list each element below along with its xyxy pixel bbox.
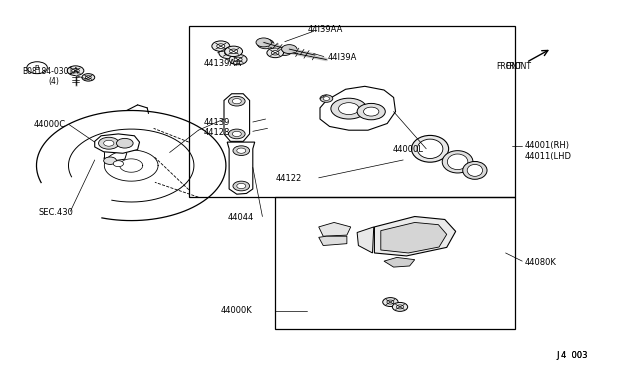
Circle shape: [229, 54, 247, 65]
Circle shape: [217, 44, 225, 48]
Polygon shape: [384, 257, 415, 267]
Circle shape: [278, 47, 292, 55]
Circle shape: [82, 74, 95, 81]
Circle shape: [282, 45, 297, 54]
Text: 44001(RH): 44001(RH): [525, 141, 570, 150]
Polygon shape: [319, 236, 347, 246]
Text: J 4  003: J 4 003: [557, 351, 588, 360]
Circle shape: [392, 302, 408, 311]
Text: 44011(LHD: 44011(LHD: [525, 153, 572, 161]
Circle shape: [331, 98, 367, 119]
Text: 44I39AA: 44I39AA: [307, 25, 342, 34]
Circle shape: [233, 146, 250, 155]
Circle shape: [233, 181, 250, 191]
Polygon shape: [320, 86, 396, 130]
Polygon shape: [95, 134, 140, 153]
Circle shape: [219, 47, 239, 59]
Circle shape: [228, 96, 245, 106]
Circle shape: [383, 298, 398, 307]
Text: 44000C: 44000C: [33, 120, 65, 129]
Circle shape: [357, 103, 385, 120]
Text: J 4  003: J 4 003: [557, 351, 588, 360]
Circle shape: [104, 157, 116, 164]
Text: 44000K: 44000K: [221, 306, 253, 315]
Circle shape: [267, 48, 284, 58]
Circle shape: [212, 41, 230, 51]
Text: 44I39A: 44I39A: [328, 53, 357, 62]
Circle shape: [397, 305, 403, 309]
Text: B08184-0301A: B08184-0301A: [22, 67, 78, 76]
Polygon shape: [224, 94, 250, 141]
Ellipse shape: [463, 161, 487, 179]
Text: 44139: 44139: [204, 118, 230, 127]
Circle shape: [67, 66, 84, 76]
Circle shape: [387, 300, 394, 304]
Circle shape: [113, 161, 124, 167]
Text: 44044: 44044: [227, 213, 253, 222]
Ellipse shape: [442, 151, 473, 173]
Text: B: B: [35, 65, 40, 71]
Circle shape: [271, 51, 279, 55]
Circle shape: [99, 137, 119, 149]
Polygon shape: [227, 142, 255, 194]
Polygon shape: [357, 227, 374, 253]
Ellipse shape: [467, 164, 483, 176]
Ellipse shape: [412, 135, 449, 162]
Bar: [189, 26, 515, 197]
Circle shape: [364, 107, 379, 116]
Bar: [275, 197, 515, 329]
Polygon shape: [374, 217, 456, 256]
Circle shape: [257, 39, 274, 49]
Text: FRONT: FRONT: [496, 62, 522, 71]
Text: SEC.430: SEC.430: [38, 208, 73, 217]
Circle shape: [116, 138, 133, 148]
Circle shape: [232, 131, 241, 137]
Circle shape: [230, 49, 237, 54]
Circle shape: [237, 148, 246, 153]
Circle shape: [256, 38, 271, 47]
Circle shape: [339, 103, 359, 115]
Text: FRONT: FRONT: [506, 62, 532, 71]
Circle shape: [228, 129, 245, 139]
Text: 44122: 44122: [275, 174, 301, 183]
Circle shape: [320, 95, 333, 102]
Circle shape: [234, 57, 242, 62]
Text: (4): (4): [48, 77, 59, 86]
Text: 44139AA: 44139AA: [204, 59, 242, 68]
Circle shape: [225, 46, 243, 57]
Circle shape: [225, 50, 234, 55]
Polygon shape: [319, 222, 351, 236]
Ellipse shape: [417, 139, 443, 158]
Circle shape: [104, 140, 114, 146]
Circle shape: [323, 97, 330, 100]
Ellipse shape: [447, 154, 468, 170]
Text: 44000L: 44000L: [393, 145, 424, 154]
Circle shape: [72, 68, 79, 73]
Text: 44080K: 44080K: [525, 258, 557, 267]
Circle shape: [232, 99, 241, 104]
Polygon shape: [381, 222, 447, 253]
Circle shape: [86, 76, 92, 79]
Text: 44128: 44128: [204, 128, 230, 137]
Circle shape: [237, 183, 246, 189]
